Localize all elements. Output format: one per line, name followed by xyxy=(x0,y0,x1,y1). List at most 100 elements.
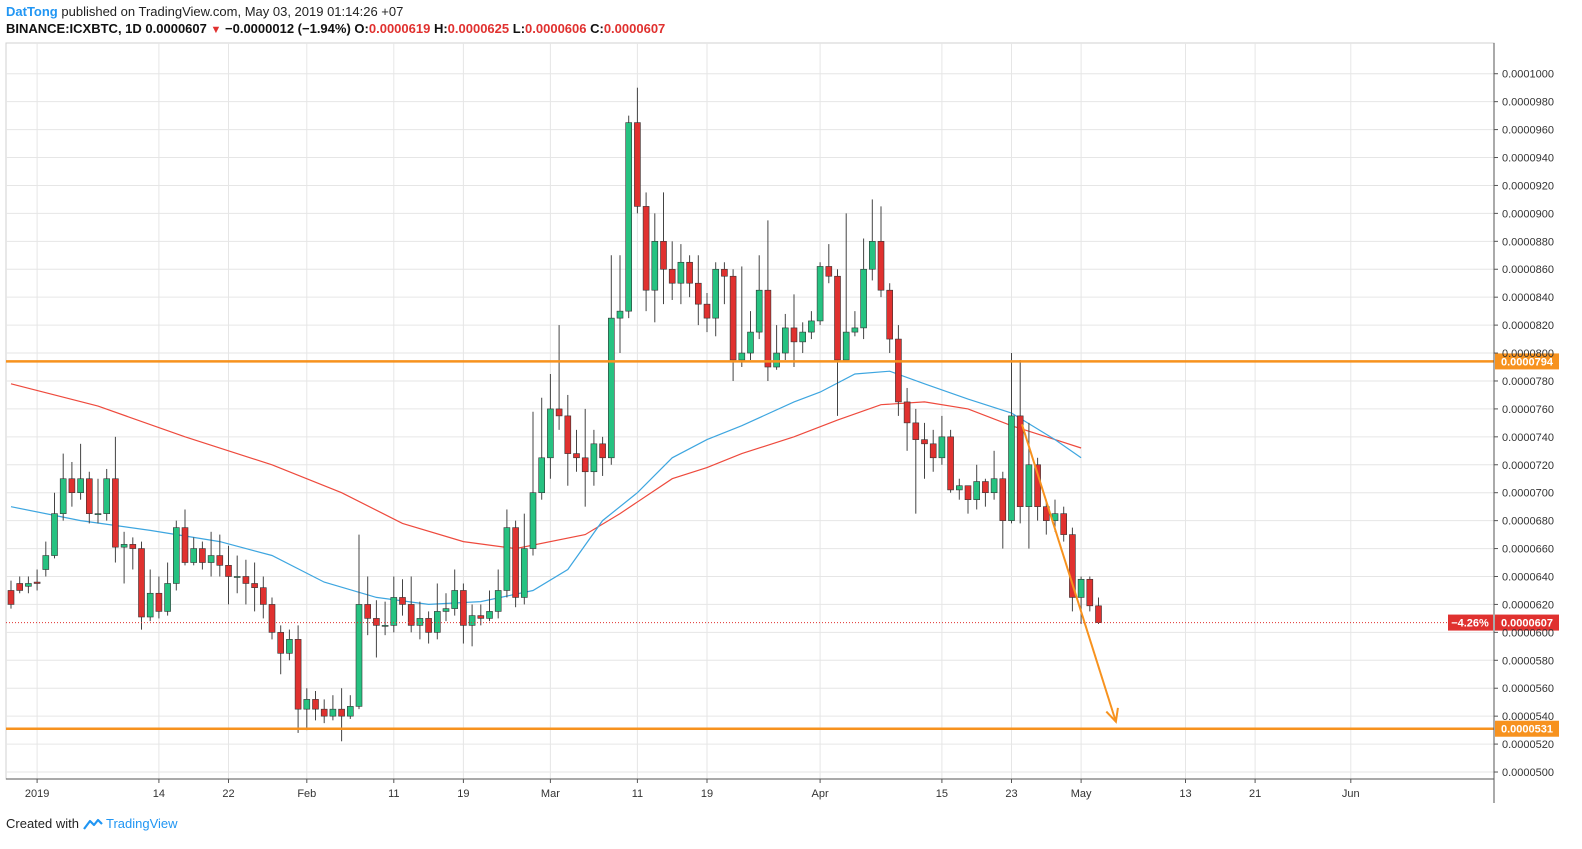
y-tick-label: 0.0000500 xyxy=(1502,767,1554,779)
close-value: 0.0000607 xyxy=(603,21,666,36)
candle-body xyxy=(851,327,859,333)
candle-body xyxy=(68,478,76,494)
candle xyxy=(712,262,720,337)
candle xyxy=(364,576,372,636)
candle xyxy=(51,492,58,559)
candle xyxy=(303,688,311,731)
open-value: 0.0000619 xyxy=(368,21,431,36)
y-tick-label: 0.0000640 xyxy=(1502,571,1554,583)
arrow-shaft[interactable] xyxy=(1020,423,1117,723)
candle xyxy=(529,411,537,556)
candle-body xyxy=(816,266,824,322)
candle xyxy=(346,695,354,719)
level-price-label: 0.0000794 xyxy=(1501,356,1554,368)
candle xyxy=(207,531,215,577)
candle xyxy=(486,590,493,622)
candle xyxy=(146,569,154,622)
candle xyxy=(268,597,276,640)
candle xyxy=(390,576,398,633)
y-tick-label: 0.0000840 xyxy=(1502,292,1554,304)
y-tick-label: 0.0000620 xyxy=(1502,599,1554,611)
last-price: 0.0000607 xyxy=(145,21,207,36)
candle xyxy=(407,576,415,633)
candle-body xyxy=(460,590,467,626)
candle xyxy=(1069,527,1076,612)
candle xyxy=(138,541,145,630)
ohlc-legend: BINANCE:ICXBTC, 1D 0.0000607 ▼ −0.000001… xyxy=(6,21,665,36)
x-tick-label: 23 xyxy=(1005,788,1017,800)
candle xyxy=(1095,597,1102,624)
y-tick-label: 0.0000560 xyxy=(1502,683,1554,695)
author-name[interactable]: DatTong xyxy=(6,4,58,19)
candle xyxy=(694,255,702,326)
candle-body xyxy=(642,206,650,291)
candle xyxy=(668,241,676,300)
y-tick-label: 0.0000940 xyxy=(1502,153,1554,165)
y-tick-label: 0.0000520 xyxy=(1502,739,1554,751)
candle xyxy=(477,604,485,626)
candle-body xyxy=(564,415,572,454)
candle xyxy=(416,601,424,640)
candle xyxy=(494,569,502,619)
change-percent-label: −4.26% xyxy=(1451,618,1489,630)
candle-body xyxy=(503,527,511,591)
y-tick-label: 0.0000540 xyxy=(1502,711,1554,723)
candle-body xyxy=(364,604,372,619)
candle xyxy=(747,311,754,361)
candle-body xyxy=(599,443,606,459)
candle xyxy=(738,266,746,368)
candle-body xyxy=(703,303,711,319)
candle-body xyxy=(1008,415,1015,521)
candle-body xyxy=(433,611,441,633)
ma-fast-line xyxy=(10,370,1082,606)
candle xyxy=(1016,360,1024,524)
candle xyxy=(799,322,807,354)
candle xyxy=(433,583,441,640)
grid xyxy=(5,42,1495,780)
y-tick-label: 0.0000860 xyxy=(1502,264,1554,276)
x-tick-label: 11 xyxy=(388,788,399,800)
candle-body xyxy=(199,548,206,563)
candle-body xyxy=(259,587,267,605)
candle xyxy=(868,199,876,281)
candle-body xyxy=(921,439,928,445)
candle xyxy=(729,269,737,381)
publish-info: DatTong published on TradingView.com, Ma… xyxy=(6,4,403,19)
candle-body xyxy=(990,478,998,494)
candle xyxy=(216,534,224,577)
candle xyxy=(825,244,833,284)
candle-body xyxy=(242,576,250,584)
x-tick-label: 11 xyxy=(632,788,643,800)
low-value: 0.0000606 xyxy=(525,21,587,36)
candle-body xyxy=(303,699,311,710)
candle xyxy=(547,373,554,479)
candle-body xyxy=(781,327,789,354)
candle xyxy=(634,87,641,214)
candle xyxy=(895,325,902,416)
candle-body xyxy=(547,408,554,459)
candle-body xyxy=(686,261,693,284)
y-tick-label: 0.0000760 xyxy=(1502,404,1554,416)
candle xyxy=(329,695,337,721)
candle-body xyxy=(225,565,232,577)
candle-body xyxy=(51,513,58,556)
tradingview-brand[interactable]: TradingView xyxy=(105,816,178,831)
change-percent-tag xyxy=(1448,614,1493,631)
candle xyxy=(982,478,989,507)
candle xyxy=(468,604,476,647)
candle-body xyxy=(712,268,720,319)
candle xyxy=(651,213,659,323)
x-tick-label: Apr xyxy=(812,788,829,800)
current-price-label: 0.0000607 xyxy=(1501,618,1553,630)
candle xyxy=(451,569,459,616)
candle-body xyxy=(320,708,328,717)
candle-body xyxy=(538,457,546,494)
candle xyxy=(312,691,319,721)
y-tick-label: 0.0000800 xyxy=(1502,348,1554,360)
candle xyxy=(225,545,232,605)
current-price-tag xyxy=(1495,614,1559,631)
candle-body xyxy=(955,485,963,491)
x-tick-label: May xyxy=(1071,788,1092,800)
candle-body xyxy=(694,282,702,305)
